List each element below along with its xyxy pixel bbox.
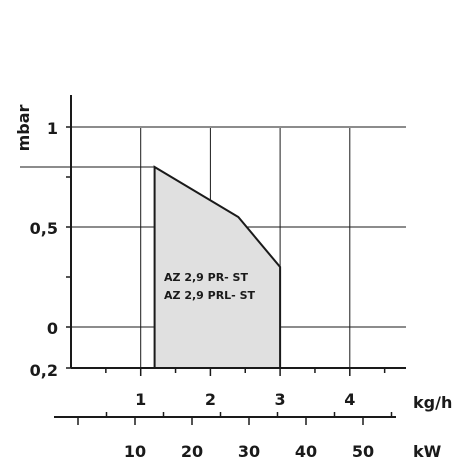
axes bbox=[54, 95, 406, 425]
x-axis-unit-label: kg/h bbox=[413, 393, 452, 412]
y-tick-label: 0,2 bbox=[30, 361, 58, 380]
tick-labels: 1 0,5 0 0,2 1 2 3 4 10 20 30 40 50 bbox=[30, 119, 374, 459]
y-axis-unit-label: mbar bbox=[14, 104, 33, 151]
y-tick-label: 0 bbox=[47, 319, 58, 338]
y-tick-label: 0,5 bbox=[30, 219, 58, 238]
x-tick-label: 3 bbox=[275, 390, 286, 409]
operating-area bbox=[153, 165, 282, 369]
x2-tick-label: 10 bbox=[124, 442, 146, 459]
x2-tick-label: 50 bbox=[352, 442, 374, 459]
area-label-2: AZ 2,9 PRL- ST bbox=[164, 289, 255, 302]
x2-tick-label: 40 bbox=[295, 442, 317, 459]
x2-tick-label: 20 bbox=[181, 442, 203, 459]
x2-tick-label: 30 bbox=[238, 442, 260, 459]
x-tick-label: 2 bbox=[205, 390, 216, 409]
x-tick-label: 4 bbox=[344, 390, 355, 409]
x-tick-label: 1 bbox=[135, 390, 146, 409]
area-label-1: AZ 2,9 PR- ST bbox=[164, 271, 248, 284]
x2-axis-unit-label: kW bbox=[413, 442, 442, 459]
y-tick-label: 1 bbox=[47, 119, 58, 138]
